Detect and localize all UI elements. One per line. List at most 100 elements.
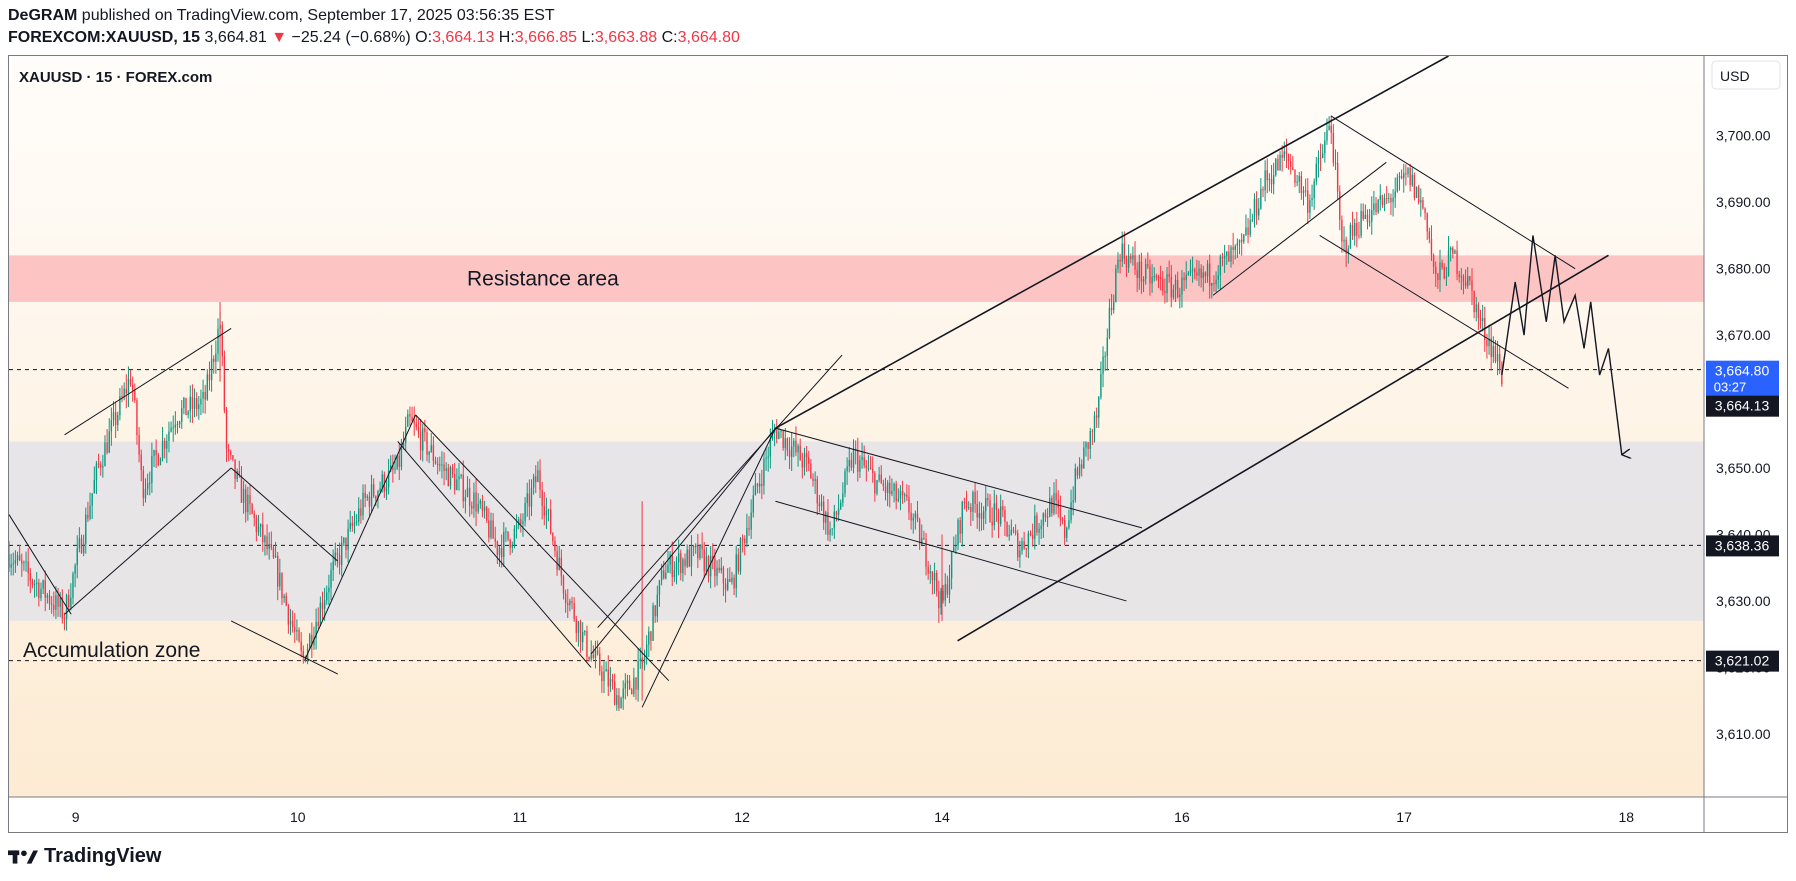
trend-line-11[interactable] [775, 427, 1143, 529]
trend-line-8[interactable] [590, 427, 776, 655]
trend-line-5[interactable] [304, 414, 416, 661]
price-level-badge[interactable] [1706, 535, 1779, 557]
trend-line-6[interactable] [415, 414, 670, 682]
trend-line-2[interactable] [64, 328, 232, 436]
candle [1351, 211, 1354, 241]
candle [166, 434, 168, 464]
candle [1447, 236, 1450, 277]
candle [1153, 267, 1155, 282]
candle [1168, 260, 1170, 283]
y-tick-label: 3,670.00 [1716, 327, 1771, 343]
trend-line-9[interactable] [641, 427, 776, 708]
candle [1390, 193, 1392, 215]
candle [1260, 178, 1262, 210]
candle [353, 511, 356, 534]
candle [820, 494, 823, 511]
candle [959, 517, 961, 543]
candle [893, 482, 895, 503]
candle [1460, 268, 1463, 290]
candle [451, 463, 454, 478]
candle [1240, 233, 1243, 256]
candle [965, 490, 968, 512]
candle [183, 396, 185, 415]
trend-line-13[interactable] [775, 55, 1449, 429]
candle [1430, 225, 1433, 261]
candle [208, 361, 211, 391]
current-price-badge[interactable] [1706, 360, 1779, 397]
candle [163, 437, 166, 459]
candle [1206, 260, 1209, 283]
candle [1341, 215, 1343, 253]
candle [1185, 261, 1187, 289]
resistance-zone[interactable] [9, 255, 1704, 302]
candle [82, 534, 85, 557]
candle [223, 350, 226, 414]
candle [1091, 428, 1094, 445]
time-axis[interactable]: 9 10 11 12 14 16 17 18 [72, 809, 1634, 825]
candle [347, 519, 349, 563]
candle [656, 585, 659, 623]
trend-line-12[interactable] [775, 500, 1127, 602]
candle [1140, 252, 1143, 294]
accumulation-zone[interactable] [9, 441, 1704, 621]
trend-line-0[interactable] [8, 514, 72, 615]
candle [400, 438, 403, 471]
trend-drawings[interactable] [8, 55, 1622, 708]
candle [1287, 153, 1290, 170]
candle [411, 406, 413, 422]
trend-line-1[interactable] [64, 467, 232, 615]
candle [1375, 196, 1377, 216]
price-level-badge[interactable] [1706, 650, 1779, 672]
currency-button[interactable] [1711, 60, 1781, 90]
projection-path[interactable] [1501, 235, 1622, 454]
candle [741, 534, 744, 553]
candle [1394, 177, 1396, 208]
candle [447, 463, 450, 487]
candle [831, 528, 833, 536]
candle [1025, 547, 1027, 558]
candle [142, 465, 145, 507]
trend-line-4[interactable] [230, 620, 339, 675]
trend-line-10[interactable] [597, 354, 843, 628]
candle [93, 466, 96, 494]
candle [1445, 266, 1448, 286]
candle [1413, 172, 1416, 201]
candle [1454, 249, 1456, 255]
tradingview-brand: TradingView [44, 845, 162, 867]
candle [121, 385, 123, 403]
candle [1055, 479, 1057, 515]
candle [479, 498, 482, 509]
candle [1249, 208, 1251, 238]
candle [541, 481, 543, 520]
candle [385, 478, 388, 500]
candle [1014, 524, 1017, 536]
candle [886, 480, 889, 507]
candle [398, 442, 400, 480]
candle [185, 397, 187, 416]
candle [509, 538, 511, 556]
trend-line-15[interactable] [1212, 161, 1387, 296]
price-level-badge[interactable] [1706, 395, 1779, 417]
candle [279, 558, 281, 591]
candle [317, 607, 319, 629]
candle [1317, 150, 1320, 178]
trend-line-3[interactable] [230, 467, 339, 562]
currency-label: USD [1720, 68, 1750, 84]
trend-line-7[interactable] [397, 441, 592, 668]
candle [835, 510, 838, 522]
trend-line-17[interactable] [1319, 235, 1569, 389]
candle [547, 508, 550, 522]
candle [187, 410, 189, 419]
candle [1144, 258, 1147, 285]
candle [95, 460, 98, 495]
candle [89, 492, 91, 521]
candle [1234, 244, 1236, 260]
candle [846, 457, 848, 485]
candle [159, 457, 162, 466]
trend-line-14[interactable] [957, 254, 1609, 642]
candle [588, 656, 590, 662]
tradingview-footer[interactable]: TradingView [8, 845, 161, 868]
candle [91, 493, 93, 520]
author-name[interactable]: DeGRAM [8, 7, 78, 24]
